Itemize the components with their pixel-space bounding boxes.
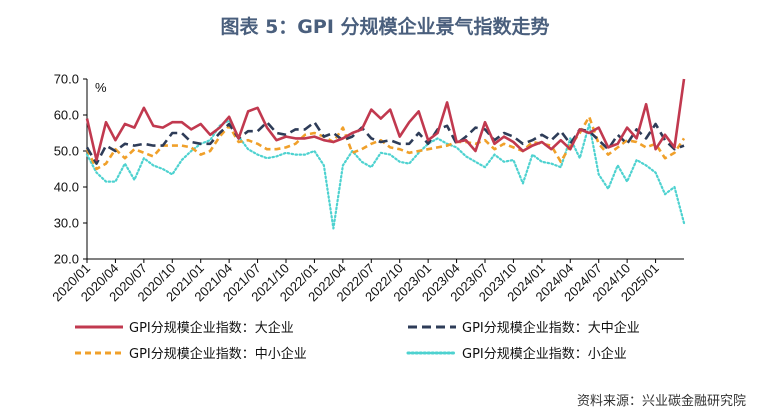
y-tick-label: 20.0 [54, 252, 79, 267]
chart-axes [86, 79, 684, 260]
y-axis-ticks: 20.0 30.0 40.0 50.0 60.0 70.0 [54, 72, 87, 267]
legend-label-0: GPI分规模企业指数：大企业 [129, 320, 294, 336]
series-line-2 [85, 115, 686, 171]
y-axis-unit-label: % [95, 80, 107, 95]
source-note: 资料来源：兴业碳金融研究院 [576, 394, 746, 409]
chart-title: 图表 5：GPI 分规模企业景气指数走势 [220, 16, 550, 38]
chart-series [85, 78, 686, 230]
legend-label-2: GPI分规模企业指数：中小企业 [129, 346, 307, 362]
y-tick-label: 30.0 [54, 216, 79, 231]
y-tick-label: 70.0 [54, 72, 79, 87]
x-axis-ticks: 2020/012020/042020/072020/102021/012021/… [49, 259, 662, 304]
y-tick-label: 40.0 [54, 180, 79, 195]
chart-legend: GPI分规模企业指数：大企业 GPI分规模企业指数：大中企业 GPI分规模企业指数：… [75, 320, 640, 362]
series-line-3 [85, 119, 686, 230]
legend-label-1: GPI分规模企业指数：大中企业 [462, 320, 640, 336]
y-tick-label: 50.0 [54, 144, 79, 159]
legend-label-3: GPI分规模企业指数：小企业 [462, 346, 627, 362]
y-tick-label: 60.0 [54, 108, 79, 123]
series-line-0 [85, 78, 686, 162]
